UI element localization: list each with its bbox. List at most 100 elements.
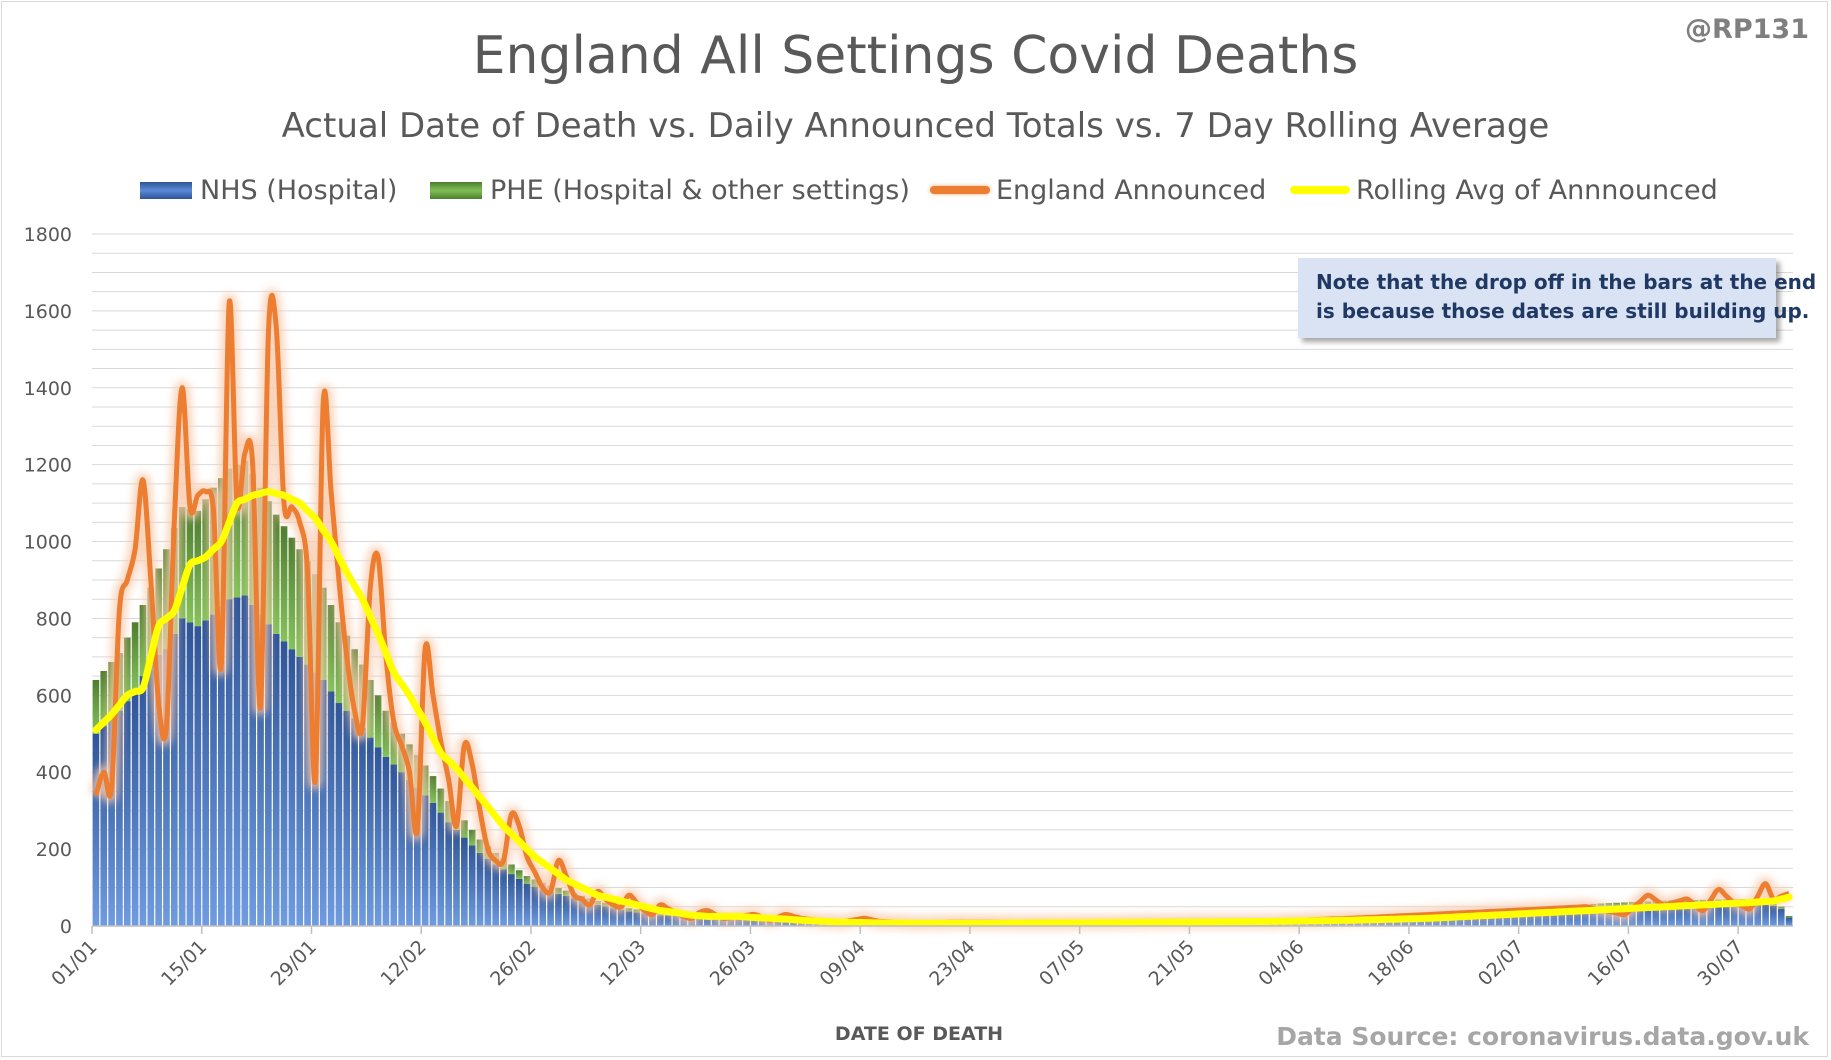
bar-phe <box>233 464 241 598</box>
bar-nhs <box>437 812 445 926</box>
x-tick-label: 07/05 <box>1035 936 1089 990</box>
note-line-1: Note that the drop off in the bars at th… <box>1316 270 1817 294</box>
legend-label-announced: England Announced <box>996 174 1267 206</box>
bar-nhs <box>194 626 202 926</box>
bar-nhs <box>1754 902 1762 926</box>
bar-nhs <box>586 902 594 926</box>
bar-nhs <box>147 660 155 926</box>
bar-nhs <box>249 604 257 926</box>
bar-nhs <box>327 691 335 926</box>
bar-nhs <box>1558 907 1566 926</box>
bar-nhs <box>1644 904 1652 926</box>
bar-nhs <box>1660 903 1667 926</box>
bar-nhs <box>1730 902 1738 926</box>
bar-nhs <box>382 756 390 926</box>
bar-nhs <box>594 904 601 926</box>
bar-phe <box>92 679 100 734</box>
bar-nhs <box>1542 908 1550 926</box>
bar-phe <box>374 695 382 748</box>
bar-nhs <box>163 649 170 926</box>
bar-nhs <box>617 909 625 926</box>
x-tick-label: 12/03 <box>596 936 650 990</box>
bar-nhs <box>186 622 194 926</box>
bar-nhs <box>272 633 280 926</box>
bar-nhs <box>257 614 264 926</box>
bar-nhs <box>672 916 680 926</box>
bar-nhs <box>304 664 311 926</box>
x-tick-label: 26/03 <box>706 936 760 990</box>
bar-nhs <box>116 710 123 926</box>
bar-phe <box>1777 906 1785 909</box>
bar-nhs <box>1519 909 1526 926</box>
y-tick-label: 1000 <box>24 532 72 554</box>
x-tick-label: 15/01 <box>157 936 211 990</box>
bar-nhs <box>1581 906 1589 926</box>
bar-nhs <box>1777 908 1785 926</box>
y-tick-label: 200 <box>36 839 72 861</box>
line-rolling-avg <box>92 488 1793 927</box>
bar-nhs <box>139 676 147 926</box>
x-tick-label: 21/05 <box>1145 936 1199 990</box>
bar-nhs <box>218 606 225 926</box>
bar-nhs <box>1723 902 1730 926</box>
bar-nhs <box>241 595 249 926</box>
y-tick-label: 600 <box>36 685 72 707</box>
note-line-2: is because those dates are still buildin… <box>1316 299 1810 323</box>
legend-swatch-rolling <box>1290 186 1350 194</box>
bar-nhs <box>312 672 319 926</box>
bar-phe <box>288 537 296 650</box>
bar-nhs <box>562 896 570 926</box>
x-tick-label: 30/07 <box>1693 936 1747 990</box>
bar-phe <box>296 549 304 657</box>
bar-nhs <box>1738 902 1746 926</box>
bar-phe <box>508 864 515 875</box>
bar-nhs <box>1550 908 1558 926</box>
bar-phe <box>327 604 335 692</box>
bar-nhs <box>1574 907 1581 926</box>
x-tick-label: 04/06 <box>1254 936 1308 990</box>
bar-nhs <box>751 919 758 926</box>
y-tick-label: 1600 <box>24 301 72 323</box>
bar-nhs <box>1589 906 1597 926</box>
bar-phe <box>178 506 186 619</box>
legend-swatch-nhs <box>140 181 192 199</box>
x-tick-label: 29/01 <box>267 936 321 990</box>
bar-phe <box>1621 902 1628 906</box>
bar-nhs <box>351 718 358 926</box>
bar-nhs <box>131 691 139 926</box>
bar-nhs <box>1503 910 1511 926</box>
bar-nhs <box>641 913 648 926</box>
bar-nhs <box>664 915 672 926</box>
y-tick-label: 400 <box>36 762 72 784</box>
bar-nhs <box>366 737 374 926</box>
legend-swatch-phe <box>430 181 482 199</box>
bar-nhs <box>1636 904 1644 926</box>
bar-nhs <box>539 889 547 926</box>
bar-nhs <box>296 656 304 926</box>
bar-phe <box>131 622 139 692</box>
bar-nhs <box>1770 905 1777 926</box>
x-tick-label: 18/06 <box>1364 936 1418 990</box>
bar-nhs <box>1511 910 1519 926</box>
bar-nhs <box>1527 909 1534 926</box>
x-tick-label: 02/07 <box>1474 936 1528 990</box>
bar-nhs <box>453 829 460 926</box>
bar-nhs <box>1715 902 1722 926</box>
bar-phe <box>194 510 202 627</box>
bar-nhs <box>555 893 562 926</box>
chart-legend: NHS (Hospital) PHE (Hospital & other set… <box>0 172 1831 208</box>
bar-nhs <box>570 898 578 926</box>
bar-nhs <box>1785 917 1793 926</box>
bar-nhs <box>547 891 554 926</box>
bar-nhs <box>743 919 750 926</box>
bar-nhs <box>492 864 500 926</box>
legend-label-rolling: Rolling Avg of Annnounced <box>1356 174 1718 206</box>
x-tick-label: 09/04 <box>815 936 869 990</box>
legend-item-announced: England Announced <box>930 172 1266 208</box>
legend-item-nhs: NHS (Hospital) <box>140 172 397 208</box>
bar-nhs <box>1495 911 1503 926</box>
bar-nhs <box>484 858 492 926</box>
bar-nhs <box>288 649 296 926</box>
bar-phe <box>523 876 531 884</box>
